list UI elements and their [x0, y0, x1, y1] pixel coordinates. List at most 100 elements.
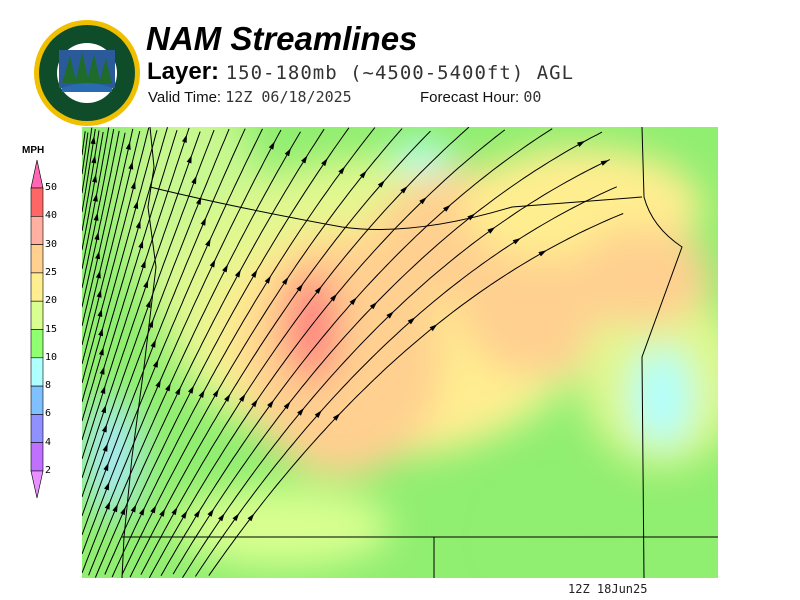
streamline — [82, 128, 263, 555]
streamline-arrow — [148, 319, 154, 328]
legend-segment-2-4 — [30, 442, 44, 472]
streamline-arrow — [267, 400, 274, 408]
streamline-arrow — [91, 155, 97, 164]
legend-segment-25-30 — [30, 244, 44, 274]
streamline-arrow — [175, 386, 181, 396]
legend-segment-40-50 — [30, 187, 44, 217]
streamline-arrow — [101, 424, 107, 433]
streamline-arrow — [369, 301, 378, 310]
streamline-arrow — [133, 200, 139, 209]
streamline-arrow — [90, 136, 96, 145]
streamline-arrow — [102, 443, 108, 452]
legend-over-arrow — [30, 159, 44, 189]
streamline-arrow — [152, 359, 159, 368]
streamline — [82, 130, 178, 441]
streamline-arrow — [130, 180, 136, 190]
streamline — [82, 132, 126, 327]
streamline-arrow — [191, 175, 197, 185]
streamline-arrow — [205, 238, 211, 247]
streamline-arrow — [251, 399, 258, 408]
legend-unit: MPH — [22, 145, 45, 156]
streamline-arrow — [222, 264, 228, 273]
streamline-arrow — [182, 134, 187, 143]
streamline — [82, 130, 120, 308]
streamline-arrow — [400, 186, 408, 194]
streamline-arrow — [314, 410, 322, 418]
streamline-arrow — [188, 385, 194, 394]
streamline — [194, 186, 617, 577]
streamline-arrow — [100, 385, 106, 394]
streamline — [121, 128, 403, 575]
streamline-arrow — [98, 347, 104, 356]
legend-segment-30-40 — [30, 215, 44, 245]
streamline — [82, 127, 150, 384]
streamline-arrow — [467, 213, 476, 221]
streamline-arrow — [338, 166, 346, 175]
streamline-arrow — [198, 389, 205, 398]
layer-label: Layer: — [147, 58, 220, 85]
streamline-arrow — [125, 141, 131, 150]
streamline-arrow — [234, 269, 241, 278]
streamline — [94, 128, 325, 578]
streamline — [82, 127, 168, 422]
streamline-arrow — [145, 299, 151, 308]
streamline-arrow — [104, 501, 111, 510]
streamline-arrow — [103, 462, 109, 472]
streamline-arrow — [159, 508, 166, 517]
streamline — [82, 127, 93, 194]
streamline-arrow — [207, 508, 214, 517]
streamline-arrow — [212, 389, 219, 398]
streamline-arrow — [224, 393, 231, 402]
footer-timestamp: 12Z 18Jun25 — [568, 582, 648, 596]
legend-tick: 40 — [45, 210, 58, 222]
streamline-arrow — [135, 220, 141, 229]
legend-tick: 8 — [45, 380, 52, 392]
streamline-arrow — [93, 212, 99, 221]
streamline-arrow — [577, 140, 586, 147]
streamline — [104, 127, 350, 575]
streamline-arrow — [143, 279, 149, 289]
streamline-arrow — [104, 482, 110, 491]
streamline-arrow — [120, 506, 126, 516]
streamline-arrow — [138, 240, 144, 249]
streamline-arrow — [150, 505, 157, 514]
legend-tick: 30 — [45, 238, 58, 250]
streamline-arrow — [386, 311, 394, 319]
streamline-arrow — [193, 509, 201, 518]
legend-tick: 20 — [45, 295, 58, 307]
streamline-arrow — [600, 160, 609, 166]
streamline — [82, 129, 215, 498]
streamline-arrow — [429, 324, 438, 332]
oregon-department-of-forestry-logo — [34, 20, 140, 126]
legend-under-arrow — [30, 470, 44, 499]
streamline-arrow — [101, 404, 106, 414]
streamline-arrow — [171, 506, 178, 516]
streamline-arrow — [538, 250, 547, 257]
state-borders — [121, 127, 718, 578]
streamline-arrow — [128, 161, 134, 170]
streamline — [82, 131, 86, 156]
streamline-arrow — [99, 366, 105, 375]
streamline — [182, 159, 611, 578]
streamline — [82, 127, 190, 460]
streamline-arrow — [407, 317, 416, 325]
streamline — [82, 129, 282, 574]
legend-segment-8-10 — [30, 357, 44, 387]
streamline-arrow — [283, 401, 291, 410]
forecast-label: Forecast Hour: — [420, 89, 520, 106]
streamline-arrow — [165, 383, 171, 392]
streamline — [82, 128, 134, 346]
legend-segment-6-8 — [30, 385, 44, 415]
streamline-arrow — [359, 170, 367, 179]
streamline-arrow — [150, 339, 156, 348]
streamline — [111, 127, 376, 578]
streamline — [82, 132, 89, 175]
streamline — [82, 129, 115, 289]
streamline — [88, 131, 301, 576]
streamlines — [82, 127, 624, 578]
streamline-arrow — [321, 158, 328, 167]
streamline-arrow — [140, 259, 146, 269]
forecast-hour: Forecast Hour: 00 — [420, 88, 541, 106]
streamline-arrow — [239, 393, 246, 402]
streamline-arrow — [314, 286, 322, 294]
